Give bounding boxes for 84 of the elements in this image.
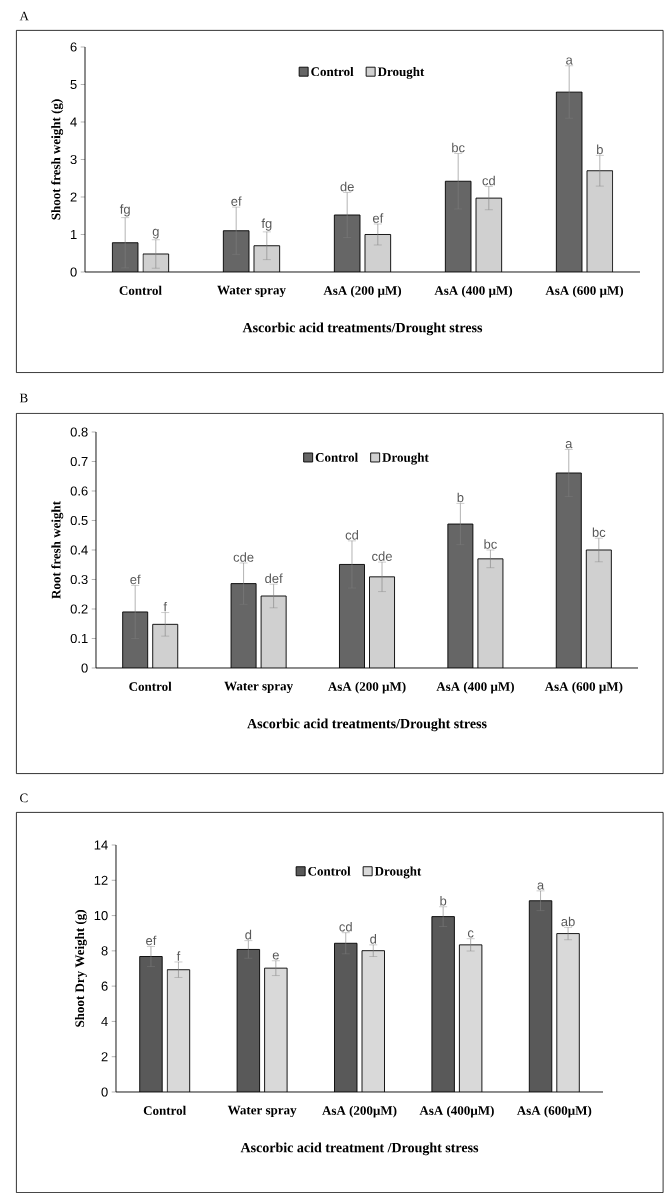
y-tick-label: 0.5 [70, 515, 88, 526]
y-tick-label: 0.2 [70, 604, 88, 614]
legend-label: Drought [377, 66, 425, 79]
y-tick-label: 4 [70, 117, 77, 127]
y-tick-label: 6 [70, 42, 77, 52]
data-label: cd [339, 921, 352, 932]
y-axis-title: Shoot fresh weight (g) [51, 99, 64, 220]
y-tick-label: 0.8 [70, 427, 88, 437]
x-tick-label: AsA (400µM) [419, 1105, 494, 1118]
x-tick-label: AsA (400 µM) [436, 681, 514, 694]
data-label: cde [233, 552, 254, 562]
y-tick-label: 1 [70, 230, 77, 239]
data-label: bc [484, 539, 497, 549]
y-axis-title: Shoot Dry Weight (g) [74, 910, 87, 1027]
x-tick-label: Control [119, 285, 162, 295]
data-label: fg [261, 218, 272, 231]
y-tick-label: 8 [101, 946, 108, 956]
data-label: bc [592, 527, 606, 537]
data-label: cd [482, 175, 495, 186]
y-axis-title: Root fresh weight [51, 501, 64, 599]
y-tick-label: 2 [101, 1052, 108, 1062]
chart-title: A [19, 11, 29, 21]
data-label: a [566, 57, 573, 65]
y-tick-label: 10 [94, 910, 108, 921]
data-label: d [370, 934, 377, 944]
data-label: ef [372, 213, 384, 223]
data-label: f [163, 601, 168, 612]
legend-label: Control [308, 866, 351, 876]
data-label: b [457, 492, 464, 503]
y-tick-label: 2 [70, 192, 77, 202]
data-label: c [467, 930, 474, 938]
x-tick-label: Control [129, 681, 172, 691]
data-label: b [440, 895, 447, 906]
y-tick-label: 0.7 [70, 456, 88, 467]
data-label: g [152, 228, 159, 239]
data-label: ef [231, 196, 242, 206]
data-label: ef [146, 935, 157, 946]
legend-label: Control [315, 452, 358, 462]
y-tick-label: 0 [101, 1087, 108, 1097]
y-tick-label: 0.1 [70, 633, 88, 644]
x-tick-label: AsA (200 µM) [323, 285, 402, 298]
data-label: fg [119, 204, 130, 217]
data-label: d [245, 929, 252, 940]
data-label: f [176, 951, 181, 961]
data-label: cde [372, 551, 392, 561]
x-axis-title: Ascorbic acid treatments/Drought stress [242, 322, 483, 336]
x-tick-label: Water spray [227, 1105, 297, 1118]
y-tick-label: 4 [101, 1016, 108, 1026]
data-label: a [537, 882, 545, 890]
x-axis-title: Ascorbic acid treatments/Drought stress [247, 718, 487, 732]
data-label: b [597, 144, 603, 155]
y-tick-label: 6 [101, 981, 108, 991]
data-label: ab [561, 916, 575, 927]
x-tick-label: AsA (600 µM) [545, 285, 624, 298]
x-tick-label: Control [143, 1105, 187, 1115]
x-tick-label: AsA (200µM) [322, 1105, 397, 1118]
legend-label: Drought [382, 452, 429, 465]
y-tick-label: 0 [70, 267, 77, 277]
x-tick-label: AsA (600µM) [516, 1105, 592, 1118]
y-tick-label: 0 [81, 663, 88, 673]
data-label: ef [130, 574, 141, 585]
y-tick-label: 14 [94, 840, 108, 850]
legend-label: Control [311, 66, 354, 77]
y-tick-label: 0.3 [70, 574, 88, 585]
y-tick-label: 0.4 [70, 545, 88, 555]
x-tick-label: AsA (400 µM) [434, 285, 513, 298]
y-tick-label: 3 [70, 154, 77, 165]
x-tick-label: AsA (600 µM) [544, 681, 623, 694]
x-tick-label: Water spray [224, 681, 293, 694]
data-label: cd [345, 530, 359, 540]
y-tick-label: 12 [94, 875, 108, 885]
data-label: e [272, 952, 279, 960]
data-label: de [340, 181, 354, 192]
data-label: def [265, 573, 283, 584]
legend-label: Drought [374, 866, 422, 879]
x-tick-label: AsA (200 µM) [328, 681, 406, 694]
x-tick-label: Water spray [217, 285, 286, 298]
chart-title: C [20, 793, 28, 803]
x-axis-title: Ascorbic acid treatment /Drought stress [240, 1142, 479, 1156]
data-label: a [565, 441, 573, 449]
y-tick-label: 0.6 [70, 486, 88, 496]
data-label: bc [452, 142, 465, 153]
chart-title: B [19, 393, 28, 403]
y-tick-label: 5 [70, 79, 77, 90]
